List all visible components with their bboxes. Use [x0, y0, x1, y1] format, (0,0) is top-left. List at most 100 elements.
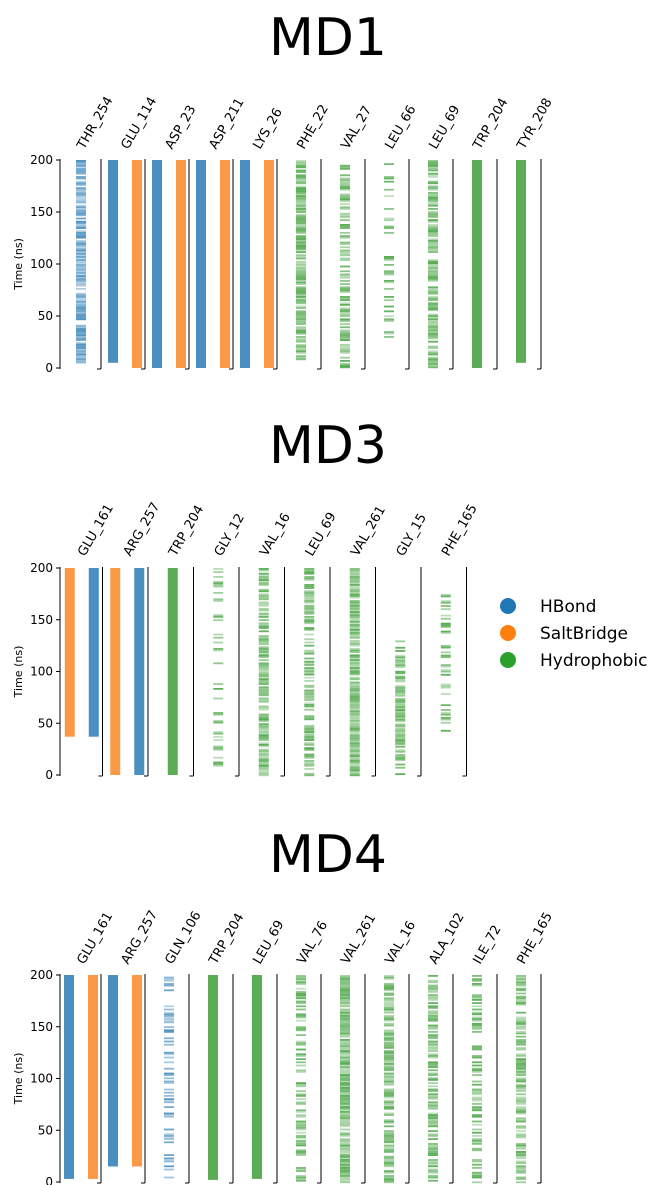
- bar-segment: [340, 1091, 350, 1094]
- bar-segment: [340, 289, 350, 292]
- bar-segment: [516, 1079, 526, 1081]
- bar-segment: [349, 614, 360, 617]
- y-tick-label: 0: [45, 1175, 53, 1185]
- bar-segment: [213, 600, 224, 602]
- bar-segment: [340, 1111, 350, 1113]
- bar-segment: [472, 1160, 482, 1163]
- bar-segment: [258, 577, 269, 580]
- bar-segment: [340, 1056, 350, 1059]
- bar-segment: [349, 667, 360, 669]
- bar-segment: [516, 1071, 526, 1073]
- bar-segment: [349, 603, 360, 605]
- bar-segment: [384, 1018, 394, 1020]
- bar-segment: [340, 366, 350, 369]
- bar-segment: [258, 758, 269, 761]
- bar-segment: [304, 587, 315, 589]
- bar-segment: [76, 251, 86, 253]
- bar-segment: [516, 1027, 526, 1030]
- bar-segment: [384, 1171, 394, 1174]
- bar-segment: [472, 999, 482, 1001]
- bar-segment: [340, 1099, 350, 1102]
- bar-segment: [296, 244, 306, 247]
- bar-segment: [340, 1055, 350, 1057]
- bar-segment: [258, 649, 269, 652]
- bar-segment: [76, 243, 86, 245]
- bar-segment: [340, 187, 350, 189]
- bar-segment: [296, 329, 306, 332]
- bar-segment: [213, 568, 224, 570]
- bar-segment: [340, 227, 350, 229]
- bar-segment: [384, 305, 394, 308]
- bar-segment: [472, 1048, 482, 1051]
- bar-segment: [395, 656, 406, 659]
- bar-segment: [258, 689, 269, 692]
- bar-segment: [516, 1043, 526, 1046]
- bar-segment: [349, 606, 360, 609]
- bar-segment: [384, 1077, 394, 1080]
- bar-segment: [384, 318, 394, 321]
- bar-segment: [304, 598, 315, 601]
- bar-segment: [349, 728, 360, 730]
- bar-segment: [76, 160, 86, 162]
- bar-segment: [340, 1168, 350, 1171]
- bar-segment: [384, 256, 394, 258]
- legend-item-hydrophobic: Hydrophobic: [500, 651, 647, 671]
- bar-segment: [304, 622, 315, 625]
- bar-segment: [296, 991, 306, 993]
- bar-segment: [304, 755, 315, 757]
- bar-segment: [213, 584, 224, 586]
- bar-segment: [258, 680, 269, 682]
- bar-segment: [213, 580, 224, 583]
- residue-label: VAL_261: [338, 911, 379, 967]
- bar-segment: [252, 975, 262, 1179]
- bar-segment: [340, 273, 350, 276]
- bar-segment: [296, 220, 306, 223]
- bar-segment: [384, 1034, 394, 1036]
- bar-segment: [76, 313, 86, 316]
- column-val-261: VAL_261: [338, 911, 379, 1184]
- bar-segment: [296, 975, 306, 977]
- bar-segment: [258, 636, 269, 639]
- interaction-bar-hbond: [196, 160, 206, 368]
- bar-segment: [213, 582, 224, 585]
- bar-segment: [258, 604, 269, 607]
- bar-segment: [440, 651, 451, 654]
- bar-segment: [384, 1045, 394, 1048]
- bar-segment: [76, 252, 86, 255]
- bar-segment: [164, 1051, 174, 1054]
- bar-segment: [472, 160, 482, 368]
- bar-segment: [428, 241, 438, 244]
- bar-segment: [340, 286, 350, 289]
- bar-segment: [340, 1040, 350, 1043]
- bar-segment: [340, 219, 350, 221]
- bar-segment: [428, 1114, 438, 1116]
- y-tick-label: 100: [30, 1072, 53, 1086]
- bar-segment: [296, 294, 306, 297]
- bar-segment: [340, 296, 350, 298]
- bar-segment: [76, 264, 86, 266]
- y-tick-label: 50: [38, 716, 53, 730]
- bar-segment: [296, 161, 306, 164]
- bar-segment: [132, 975, 142, 1167]
- bar-segment: [304, 768, 315, 770]
- bar-segment: [440, 608, 451, 611]
- bar-segment: [76, 353, 86, 356]
- bar-segment: [349, 672, 360, 674]
- bar-segment: [428, 1175, 438, 1177]
- bar-segment: [384, 1141, 394, 1144]
- bar-segment: [304, 571, 315, 573]
- bar-segment: [258, 579, 269, 581]
- bar-segment: [258, 673, 269, 676]
- bar-segment: [258, 755, 269, 757]
- bar-segment: [258, 588, 269, 591]
- bar-segment: [258, 598, 269, 601]
- interaction-bar-hydrophobic: [208, 975, 218, 1180]
- bar-segment: [340, 1003, 350, 1006]
- bar-segment: [428, 268, 438, 271]
- bar-segment: [349, 736, 360, 738]
- bar-segment: [164, 1160, 174, 1163]
- bar-segment: [472, 1109, 482, 1112]
- bar-segment: [472, 1147, 482, 1150]
- bar-segment: [428, 1147, 438, 1150]
- interaction-bar-saltbridge: [132, 975, 142, 1167]
